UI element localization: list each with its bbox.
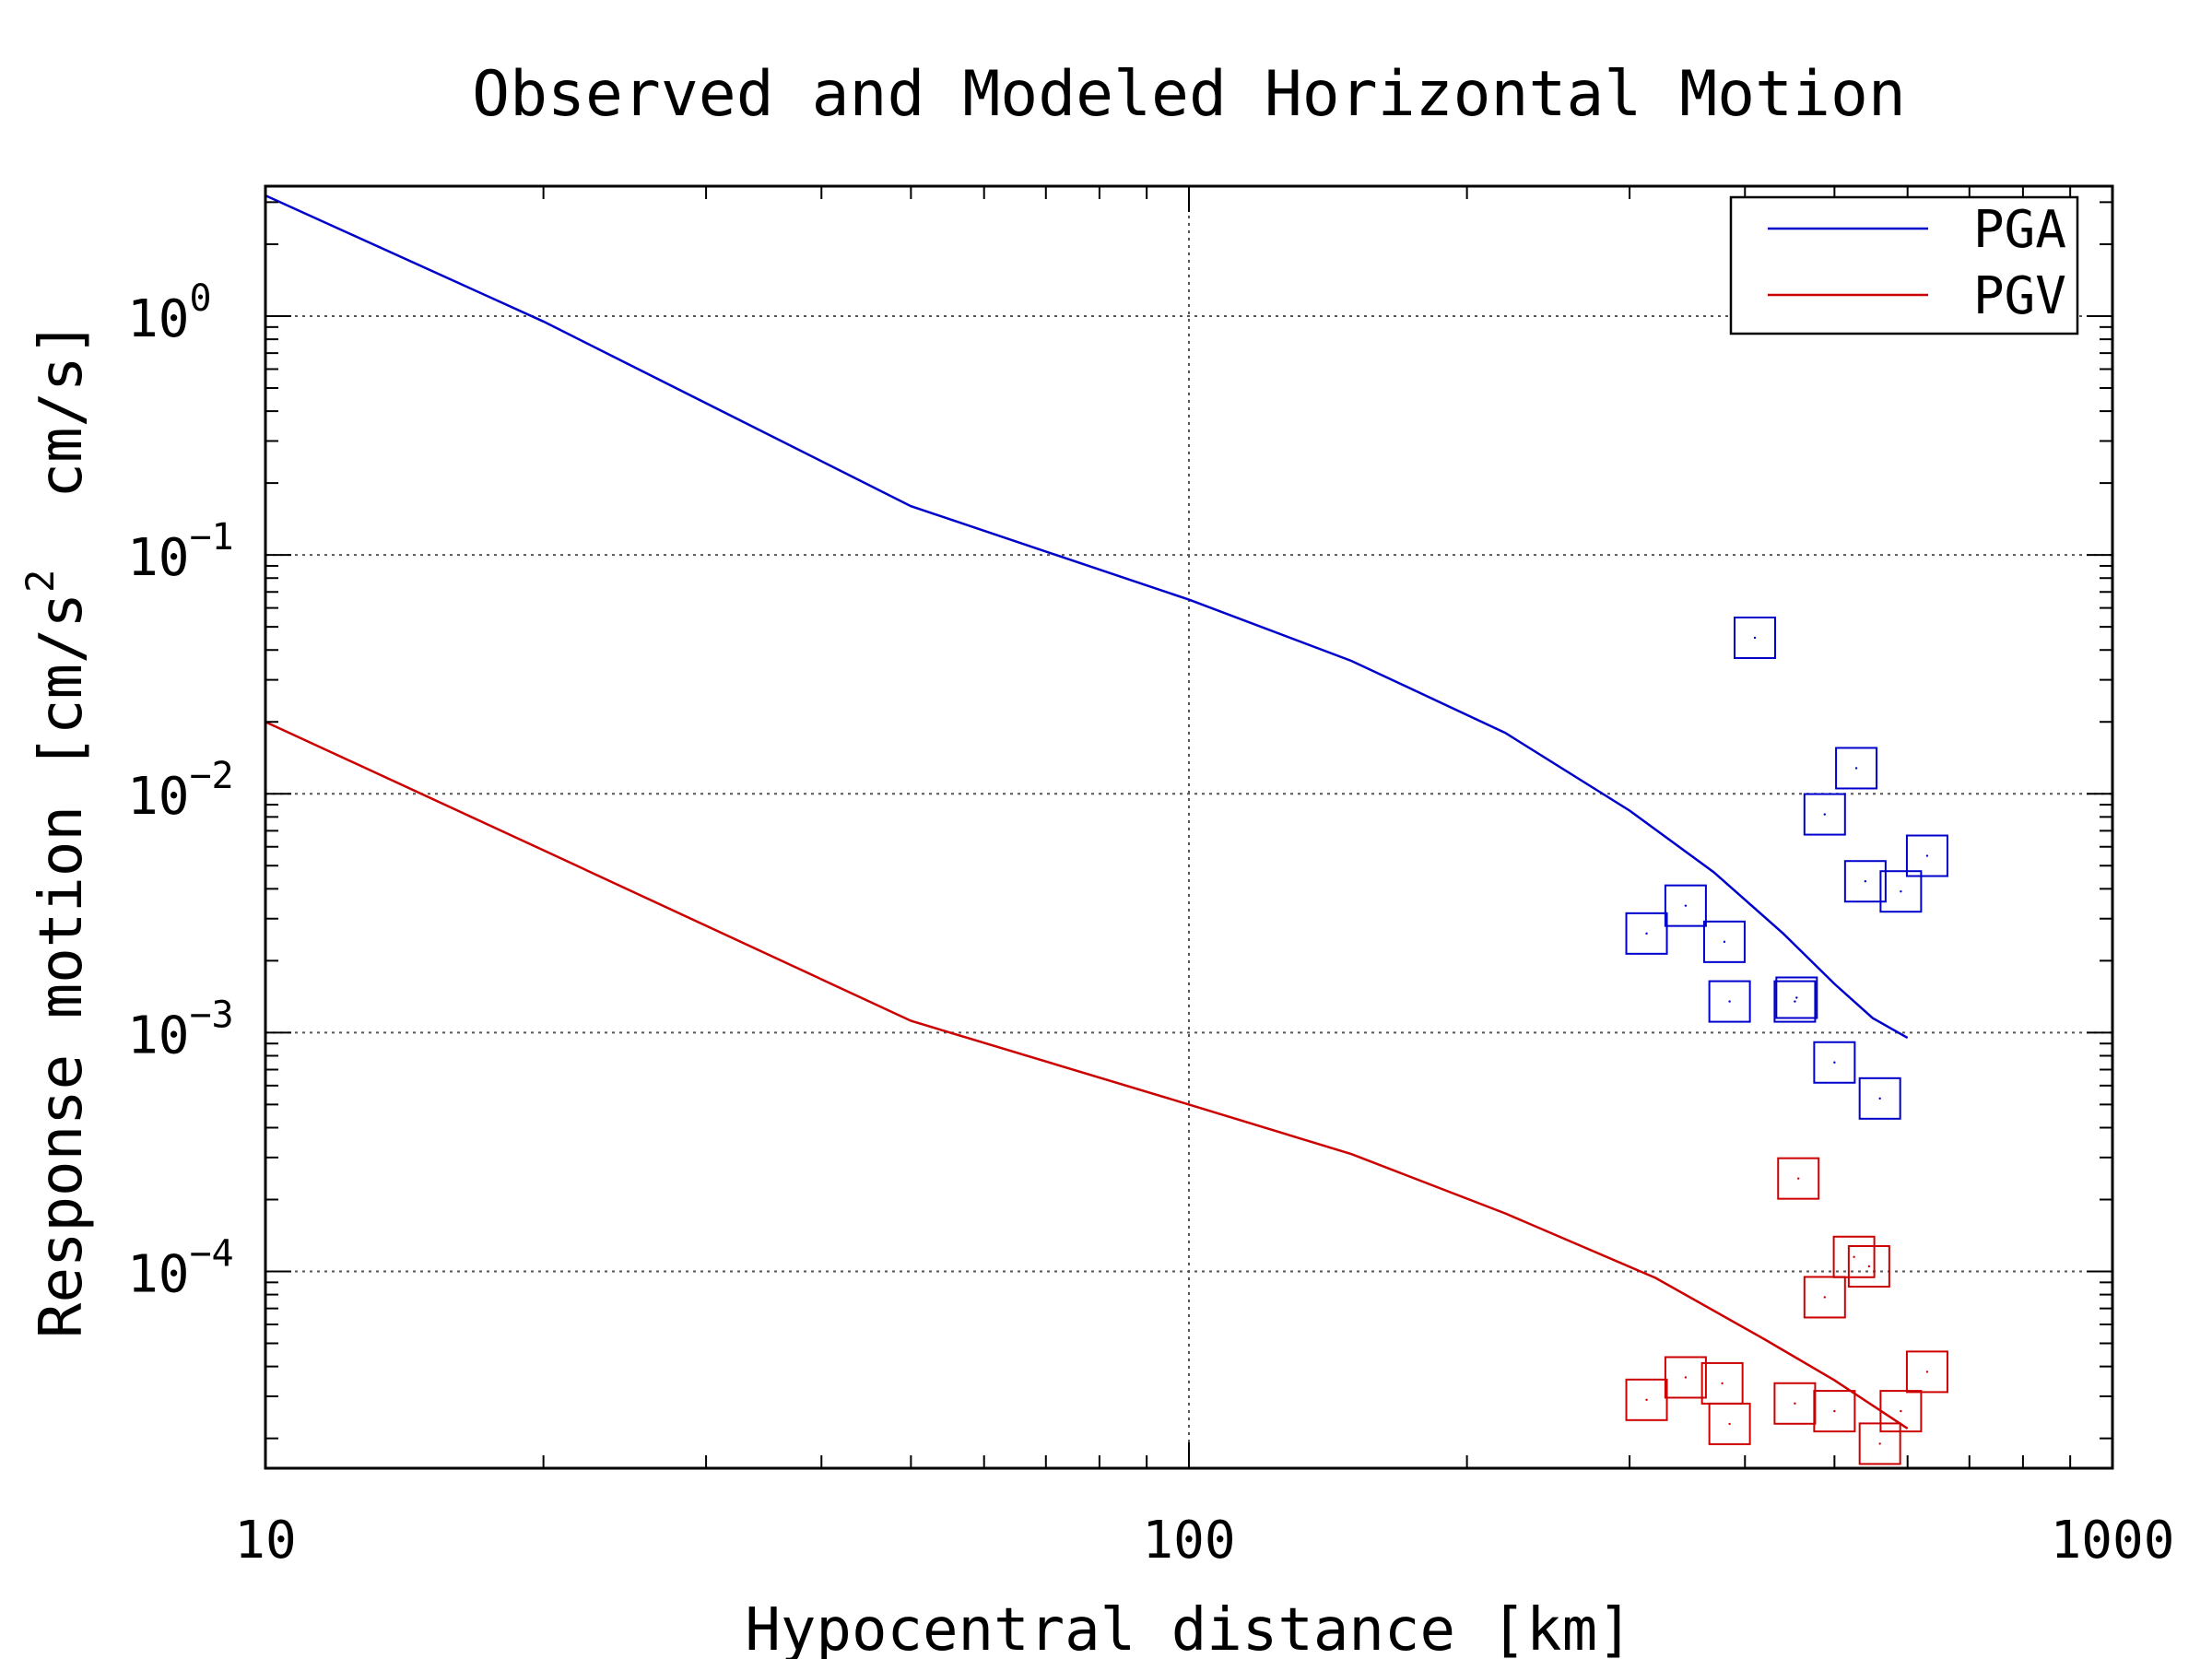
chart-title: Observed and Modeled Horizontal Motion [472,58,1906,131]
y-tick-exponent: 0 [189,277,211,320]
tick-layer [265,186,2113,1468]
data-marker [1775,976,1818,1019]
data-marker-center [1797,1177,1800,1180]
y-tick-exponent: −4 [189,1233,233,1276]
data-marker [1702,920,1746,963]
data-marker-center [1867,1265,1871,1268]
data-marker-center [1925,854,1929,857]
data-marker [1664,884,1707,927]
series-layer [265,194,1909,1430]
x-axis-label: Hypocentral distance [km] [745,1596,1632,1659]
y-tick-label: 10−1 [127,516,234,588]
data-marker-center [1878,1097,1881,1100]
data-marker [1625,1378,1668,1421]
data-marker [1803,793,1846,836]
y-tick-exponent: −2 [189,755,233,797]
y-tick-base: 10 [127,1245,189,1305]
y-tick-label: 100 [127,277,212,349]
data-marker [1803,1276,1846,1319]
x-tick-label: 1000 [2051,1511,2175,1571]
legend-label-pga: PGA [1973,200,2066,260]
data-marker [1832,1235,1876,1278]
data-marker-center [1823,1296,1826,1299]
data-marker [1858,1077,1901,1120]
data-marker [1813,1041,1856,1084]
y-axis-label-main: Response motion [cm/s [28,593,96,1338]
y-tick-base: 10 [127,289,189,349]
data-marker [1847,1245,1890,1288]
data-marker-center [1833,1061,1836,1064]
data-marker-center [1721,1382,1724,1385]
data-marker [1708,1402,1751,1445]
data-marker [1813,1390,1856,1433]
y-axis-label: Response motion [cm/s2 cm/s] [18,321,96,1338]
y-tick-base: 10 [127,1006,189,1065]
data-marker [1708,980,1751,1023]
legend-label-pgv: PGV [1973,266,2066,326]
data-marker [1879,870,1923,913]
marker-layer [1625,616,1948,1465]
y-tick-base: 10 [127,767,189,827]
y-tick-exponent: −1 [189,516,233,559]
data-marker [1843,860,1887,903]
y-tick-label: 10−4 [127,1233,234,1305]
data-marker [1858,1422,1901,1465]
data-marker [1664,1356,1707,1399]
data-marker-center [1753,636,1757,640]
data-marker-center [1900,1409,1902,1413]
grid-layer [265,186,2112,1468]
x-tick-label: 100 [1142,1511,1235,1571]
y-tick-exponent: −3 [189,994,233,1036]
data-marker [1777,1157,1820,1200]
data-marker-center [1878,1442,1881,1445]
data-marker [1905,1350,1948,1394]
data-marker [1734,616,1777,659]
x-tick-label: 10 [234,1511,296,1571]
data-marker [1905,834,1948,877]
data-marker-center [1853,1255,1855,1258]
data-marker-center [1900,890,1902,893]
data-marker-center [1854,767,1858,770]
data-marker-center [1864,880,1867,883]
y-axis-label-tail: cm/s] [28,321,96,570]
data-marker-center [1645,1398,1648,1402]
data-marker-center [1795,996,1798,999]
data-marker-center [1684,904,1688,907]
data-marker [1835,747,1878,790]
y-tick-label: 10−2 [127,755,234,827]
data-marker-center [1723,940,1726,944]
data-marker-center [1794,1402,1796,1405]
data-marker-center [1728,1422,1731,1426]
data-marker-center [1833,1409,1836,1413]
y-tick-label: 10−3 [127,994,234,1065]
data-marker-center [1684,1376,1688,1379]
data-marker-center [1728,1000,1731,1003]
data-marker [1773,1382,1817,1425]
data-marker [1773,980,1817,1023]
y-tick-base: 10 [127,528,189,588]
y-axis-label-superscript: 2 [18,570,63,593]
data-marker-center [1925,1371,1929,1373]
data-marker-center [1645,932,1648,935]
data-marker-center [1823,813,1826,816]
data-marker [1625,912,1668,955]
legend-box [1729,195,2079,335]
series-line-pgv [265,721,1909,1430]
data-marker-center [1794,1000,1796,1003]
series-line-pga [265,194,1909,1040]
